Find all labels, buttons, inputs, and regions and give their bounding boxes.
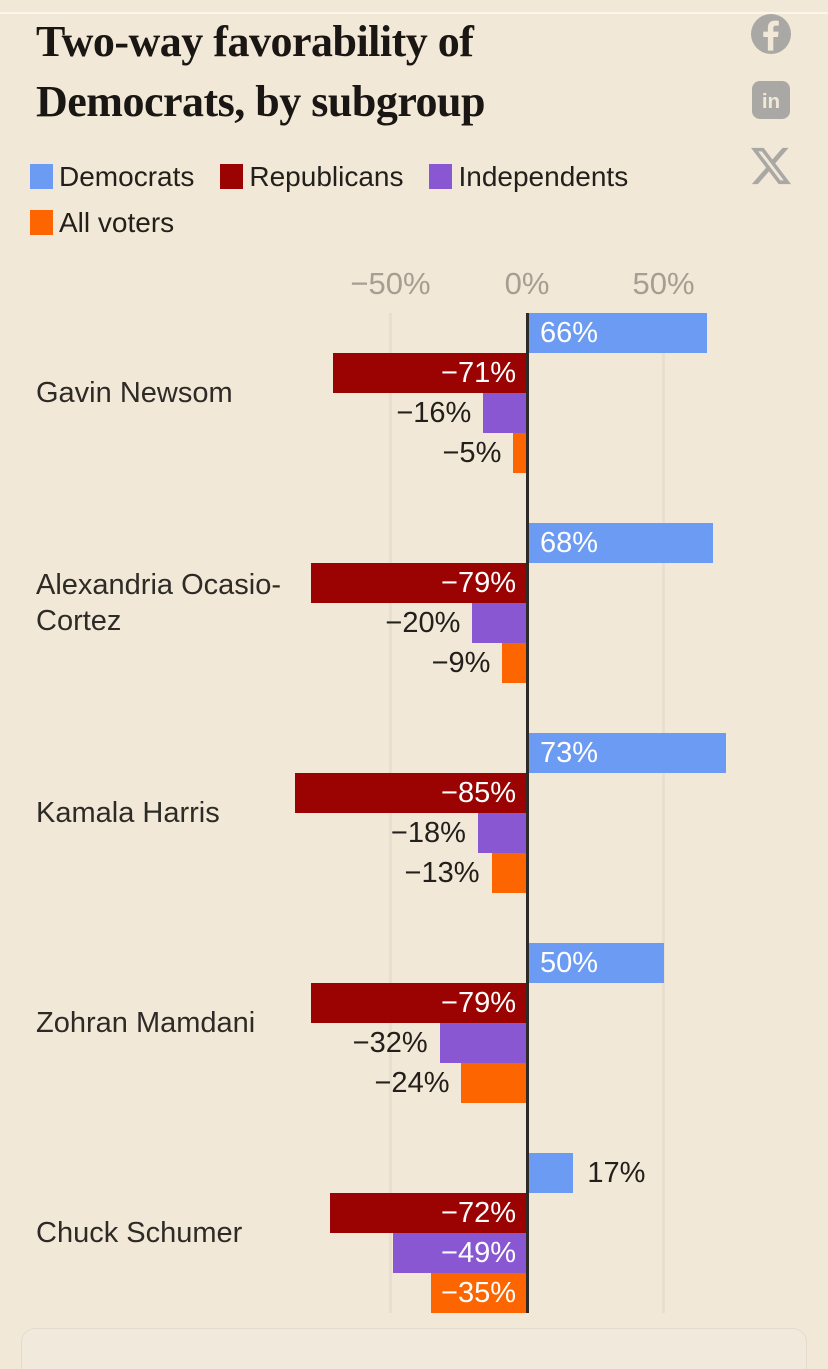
bar-democrats-4 bbox=[527, 1153, 574, 1193]
bar-republicans-1 bbox=[311, 563, 527, 603]
legend-item-republicans: Republicans bbox=[220, 160, 403, 193]
bar-democrats-0 bbox=[527, 313, 708, 353]
bar-democrats-3 bbox=[527, 943, 664, 983]
bar-republicans-3 bbox=[311, 983, 527, 1023]
legend-swatch-icon bbox=[220, 164, 244, 189]
value-label-independents-1: −20% bbox=[385, 607, 461, 639]
legend-label: Republicans bbox=[249, 161, 404, 192]
bar-all-voters-1 bbox=[502, 643, 527, 683]
bar-republicans-0 bbox=[333, 353, 527, 393]
value-label-republicans-2: −85% bbox=[441, 777, 516, 809]
value-label-all-voters-0: −5% bbox=[442, 437, 502, 469]
value-label-republicans-4: −72% bbox=[441, 1197, 516, 1229]
x-tick-label: 0% bbox=[504, 266, 550, 301]
value-label-all-voters-2: −13% bbox=[404, 857, 480, 889]
legend-item-independents: Independents bbox=[429, 160, 628, 193]
value-label-all-voters-1: −9% bbox=[431, 647, 491, 679]
bar-independents-4 bbox=[393, 1233, 527, 1273]
page-title: Two-way favorability of Democrats, by su… bbox=[36, 12, 676, 132]
category-label-zohran-mamdani: Zohran Mamdani bbox=[36, 1007, 256, 1039]
bar-democrats-2 bbox=[527, 733, 727, 773]
share-icons: in bbox=[750, 14, 792, 186]
value-label-republicans-3: −79% bbox=[441, 987, 516, 1019]
legend-swatch-icon bbox=[30, 164, 53, 189]
value-label-democrats-0: 66% bbox=[540, 317, 599, 349]
top-divider bbox=[0, 12, 828, 14]
facebook-share-button[interactable] bbox=[751, 14, 791, 54]
chart-plot: −50% 0% 50% Gavin Newsom 66% −71% −16% −5% Alexa… bbox=[36, 266, 727, 1313]
linkedin-icon: in bbox=[752, 81, 790, 119]
bar-all-voters-0 bbox=[513, 433, 527, 473]
gridline--50 bbox=[389, 313, 392, 1313]
value-label-independents-3: −32% bbox=[352, 1027, 428, 1059]
value-label-independents-0: −16% bbox=[396, 397, 472, 429]
value-label-republicans-1: −79% bbox=[441, 567, 516, 599]
value-label-democrats-2: 73% bbox=[540, 737, 599, 769]
category-label-kamala-harris: Kamala Harris bbox=[36, 797, 220, 829]
legend-label: Democrats bbox=[59, 161, 195, 192]
legend-item-democrats: Democrats bbox=[30, 160, 194, 193]
linkedin-share-button[interactable]: in bbox=[751, 80, 791, 120]
value-label-democrats-4: 17% bbox=[587, 1157, 646, 1189]
value-label-republicans-0: −71% bbox=[441, 357, 516, 389]
facebook-icon bbox=[751, 14, 791, 54]
x-tick-label: −50% bbox=[350, 266, 431, 301]
legend-swatch-icon bbox=[30, 210, 53, 235]
value-label-democrats-1: 68% bbox=[540, 527, 599, 559]
bar-republicans-2 bbox=[294, 773, 527, 813]
page-title-line1: Two-way favorability of bbox=[36, 17, 474, 66]
bar-independents-0 bbox=[483, 393, 527, 433]
page: { "page": {"background": "#f2e8d7"}, "he… bbox=[0, 12, 828, 1369]
value-label-independents-2: −18% bbox=[390, 817, 466, 849]
x-tick-label: 50% bbox=[632, 266, 695, 301]
bar-independents-3 bbox=[439, 1023, 527, 1063]
legend-item-all-voters: All voters bbox=[30, 206, 174, 239]
legend-swatch-icon bbox=[429, 164, 453, 189]
bar-republicans-4 bbox=[330, 1193, 527, 1233]
page-title-line2: Democrats, by subgroup bbox=[36, 77, 486, 126]
category-label-alexandria-ocasio-cortez: Alexandria Ocasio-Cortez bbox=[36, 569, 281, 637]
category-label-gavin-newsom: Gavin Newsom bbox=[36, 377, 233, 409]
svg-text:in: in bbox=[762, 90, 780, 113]
bar-independents-1 bbox=[472, 603, 527, 643]
chart-legend: Democrats Republicans Independents All vote… bbox=[30, 160, 750, 239]
category-label-chuck-schumer: Chuck Schumer bbox=[36, 1217, 243, 1249]
value-label-all-voters-3: −24% bbox=[374, 1067, 450, 1099]
zero-axis-line bbox=[525, 313, 529, 1313]
footer-card bbox=[21, 1328, 807, 1369]
x-share-button[interactable] bbox=[751, 146, 791, 186]
bar-all-voters-2 bbox=[491, 853, 527, 893]
x-icon bbox=[751, 147, 791, 185]
legend-label: Independents bbox=[458, 161, 629, 192]
gridline-50 bbox=[662, 313, 665, 1313]
value-label-democrats-3: 50% bbox=[540, 947, 599, 979]
bar-democrats-1 bbox=[527, 523, 713, 563]
bar-all-voters-3 bbox=[461, 1063, 527, 1103]
legend-label: All voters bbox=[59, 207, 175, 238]
bar-all-voters-4 bbox=[431, 1273, 527, 1313]
value-label-all-voters-4: −35% bbox=[441, 1277, 516, 1309]
bar-independents-2 bbox=[477, 813, 527, 853]
value-label-independents-4: −49% bbox=[441, 1237, 516, 1269]
